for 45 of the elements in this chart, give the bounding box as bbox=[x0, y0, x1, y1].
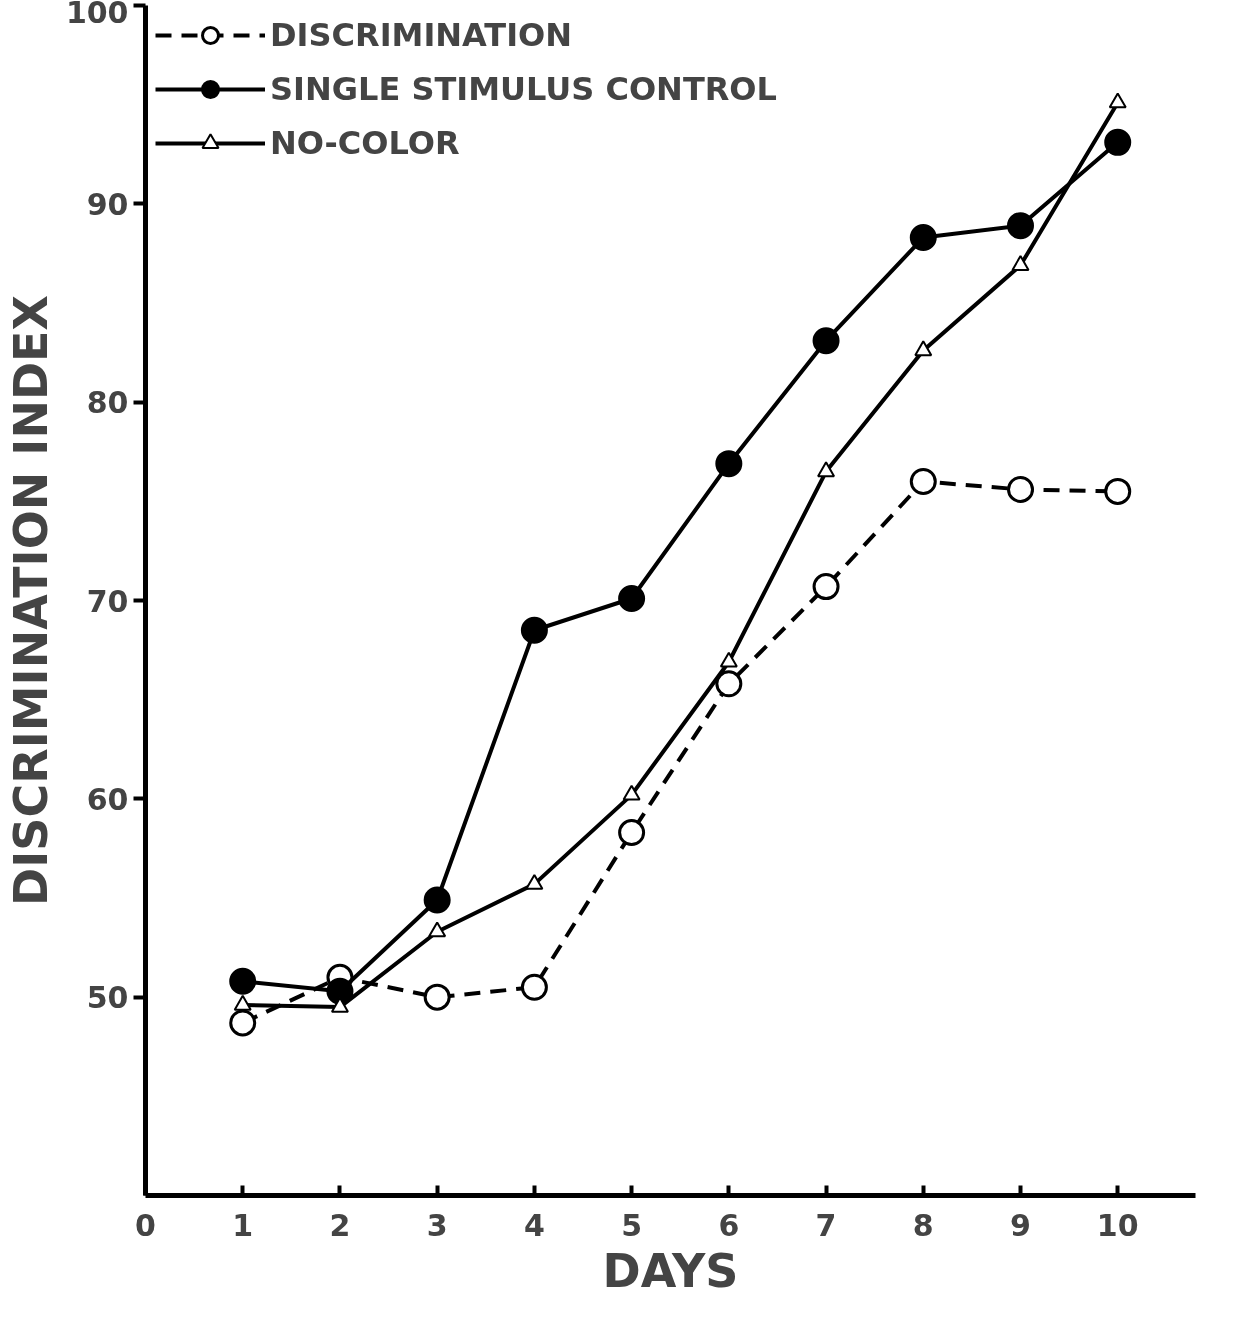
x-tick-label: 10 bbox=[1096, 1207, 1139, 1243]
x-tick-label: 9 bbox=[1010, 1207, 1031, 1243]
legend-label: SINGLE STIMULUS CONTROL bbox=[270, 70, 777, 108]
point bbox=[909, 468, 937, 495]
x-tick-label: 4 bbox=[523, 1207, 545, 1243]
point bbox=[618, 819, 646, 847]
point bbox=[812, 327, 840, 355]
point bbox=[817, 461, 836, 478]
point bbox=[428, 921, 447, 938]
point bbox=[909, 224, 937, 252]
point bbox=[1104, 128, 1132, 156]
point bbox=[1011, 255, 1030, 271]
y-tick-label: 90 bbox=[86, 186, 129, 222]
x-tick-label: 3 bbox=[426, 1207, 448, 1243]
x-tick-label: 5 bbox=[621, 1207, 643, 1243]
x-tick-label: 8 bbox=[912, 1207, 934, 1243]
x-tick-label: 7 bbox=[815, 1207, 837, 1243]
y-tick-label: 100 bbox=[65, 0, 129, 30]
y-tick-label: 80 bbox=[86, 385, 129, 421]
y-tick-label: 60 bbox=[86, 781, 129, 817]
point bbox=[715, 670, 743, 698]
y-tick-label: 50 bbox=[86, 980, 129, 1016]
point bbox=[423, 886, 451, 914]
point bbox=[1007, 212, 1034, 240]
point bbox=[1108, 92, 1127, 109]
y-axis-title: DISCRIMINATION INDEX bbox=[3, 295, 58, 906]
point bbox=[520, 973, 548, 1001]
point bbox=[520, 616, 548, 644]
point bbox=[1104, 477, 1132, 505]
point bbox=[1007, 475, 1034, 503]
point bbox=[812, 573, 840, 601]
x-axis-title: DAYS bbox=[602, 1243, 739, 1298]
x-tick-label: 0 bbox=[135, 1207, 156, 1243]
x-tick-label: 2 bbox=[329, 1207, 351, 1243]
x-tick-label: 6 bbox=[718, 1207, 740, 1243]
point bbox=[423, 983, 451, 1011]
point bbox=[618, 585, 646, 612]
point bbox=[229, 967, 257, 995]
point bbox=[229, 1009, 257, 1037]
legend-label: DISCRIMINATION bbox=[270, 16, 573, 54]
y-tick-label: 70 bbox=[86, 583, 129, 619]
point bbox=[914, 340, 933, 357]
legend-label: NO-COLOR bbox=[270, 124, 460, 162]
point bbox=[715, 450, 743, 478]
x-tick-label: 1 bbox=[232, 1207, 254, 1243]
